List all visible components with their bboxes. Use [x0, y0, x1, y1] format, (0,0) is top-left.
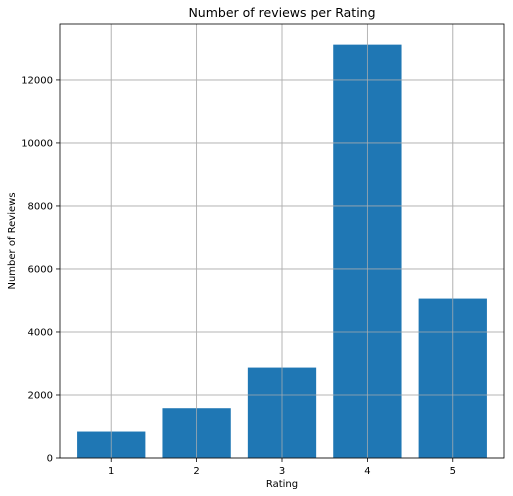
y-tick-label: 4000 [28, 327, 53, 338]
x-tick-label: 1 [108, 466, 114, 477]
x-tick-label: 2 [193, 466, 199, 477]
axis-ticks: 0 2000 4000 6000 8000 10000 12000 1 2 3 4 5 [21, 75, 456, 477]
y-tick-label: 10000 [21, 138, 53, 149]
x-tick-label: 3 [279, 466, 285, 477]
y-tick-label: 2000 [28, 390, 53, 401]
y-axis-label: Number of Reviews [7, 192, 18, 289]
x-tick-label: 4 [364, 466, 370, 477]
y-tick-label: 0 [47, 454, 53, 465]
y-tick-label: 8000 [28, 201, 53, 212]
y-tick-label: 6000 [28, 264, 53, 275]
y-tick-label: 12000 [21, 75, 53, 86]
chart-title: Number of reviews per Rating [188, 5, 375, 20]
x-axis-label: Rating [266, 479, 298, 490]
x-tick-label: 5 [450, 466, 456, 477]
